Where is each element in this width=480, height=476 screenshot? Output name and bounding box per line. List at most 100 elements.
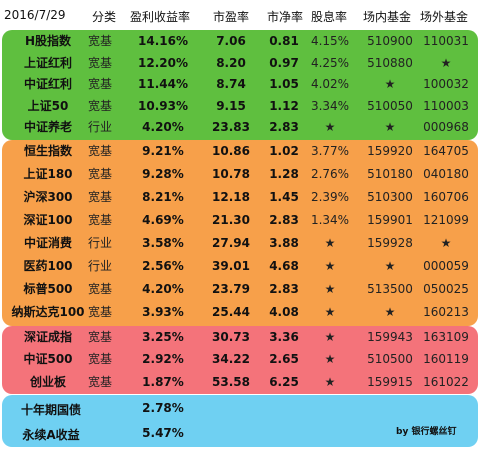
index-name: H股指数	[24, 34, 72, 48]
index-name: 上证50	[27, 98, 69, 113]
dividend-cell: ★	[324, 120, 336, 135]
group-orange-block	[2, 140, 478, 326]
exchange-fund-cell: 510880	[367, 55, 413, 70]
dividend-cell: 2.76%	[310, 167, 350, 181]
index-name: 中证红利	[23, 77, 72, 92]
earnings-yield-cell: 11.44%	[138, 77, 188, 92]
category-cell: 行业	[88, 259, 113, 273]
dividend-cell: ★	[324, 259, 336, 273]
table-row: 中证养老 行业 4.20% 23.83 2.83 ★ ★ 000968	[0, 117, 480, 139]
dividend-cell: 3.34%	[310, 98, 350, 113]
table-row: 上证50 宽基 10.93% 9.15 1.12 3.34% 510050 110003	[0, 96, 480, 118]
index-name: 沪深300	[23, 190, 73, 204]
earnings-yield-cell: 10.93%	[138, 98, 188, 113]
pe-cell: 25.44	[212, 305, 250, 319]
earnings-yield-cell: 2.56%	[142, 259, 184, 273]
exchange-fund-cell: 510180	[367, 167, 413, 181]
pe-cell: 9.15	[216, 98, 246, 113]
table-header: 2016/7/29 分类 盈利收益率 市盈率 市净率 股息率 场内基金 场外基金	[0, 0, 480, 30]
pe-cell: 23.83	[212, 120, 250, 135]
pb-cell: 2.83	[269, 120, 299, 135]
header-date: 2016/7/29	[4, 8, 66, 22]
table-row: 深证成指 宽基 3.25% 30.73 3.36 ★ 159943 163109	[0, 326, 480, 348]
category-cell: 宽基	[88, 167, 113, 181]
dividend-cell: 3.77%	[310, 144, 350, 158]
dividend-cell: ★	[324, 236, 336, 250]
pb-cell: 3.36	[269, 330, 299, 344]
dividend-cell: 2.39%	[310, 190, 350, 204]
pe-cell: 10.86	[212, 144, 250, 158]
earnings-yield-cell: 14.16%	[138, 34, 188, 48]
table-row: 中证消费 行业 3.58% 27.94 3.88 ★ 159928 ★	[0, 232, 480, 255]
yuebao-value: 5.47%	[142, 426, 184, 440]
earnings-yield-cell: 3.25%	[142, 330, 184, 344]
exchange-fund-cell: 510050	[367, 98, 413, 113]
table-row: 深证100 宽基 4.69% 21.30 2.83 1.34% 159901 121099	[0, 209, 480, 232]
table-row: 医药100 行业 2.56% 39.01 4.68 ★ ★ 000059	[0, 255, 480, 278]
category-cell: 宽基	[88, 77, 113, 92]
pb-cell: 4.08	[269, 305, 299, 319]
exchange-fund-cell: 510500	[367, 352, 413, 367]
header-earnings-yield: 盈利收益率	[130, 10, 191, 24]
pb-cell: 3.88	[269, 236, 299, 250]
pb-cell: 1.02	[269, 144, 299, 158]
table-row: 创业板 宽基 1.87% 53.58 6.25 ★ 159915 161022	[0, 371, 480, 393]
pb-cell: 1.05	[269, 77, 299, 92]
header-exchange-fund: 场内基金	[363, 10, 412, 24]
otc-fund-cell: 000968	[423, 120, 469, 135]
otc-fund-cell: 160119	[423, 352, 469, 367]
category-cell: 宽基	[88, 282, 113, 296]
dividend-cell: ★	[324, 374, 336, 389]
pb-cell: 1.28	[269, 167, 299, 181]
dividend-cell: 4.25%	[310, 55, 350, 70]
pb-cell: 0.97	[269, 55, 299, 70]
dividend-cell: 4.02%	[310, 77, 350, 92]
pe-cell: 53.58	[212, 374, 250, 389]
dividend-cell: 1.34%	[310, 213, 350, 227]
table-row: 中证红利 宽基 11.44% 8.74 1.05 4.02% ★ 100032	[0, 74, 480, 96]
index-name: 中证养老	[23, 120, 72, 135]
otc-fund-cell: ★	[440, 55, 452, 70]
earnings-yield-cell: 3.58%	[142, 236, 184, 250]
earnings-yield-cell: 9.28%	[142, 167, 184, 181]
dividend-cell: ★	[324, 282, 336, 296]
index-name: 上证180	[23, 167, 73, 181]
otc-fund-cell: 110003	[423, 98, 469, 113]
header-otc-fund: 场外基金	[420, 10, 469, 24]
bond-yield-value: 2.78%	[142, 401, 184, 415]
dividend-cell: ★	[324, 352, 336, 367]
otc-fund-cell: 161022	[423, 374, 469, 389]
earnings-yield-cell: 1.87%	[142, 374, 184, 389]
pe-cell: 8.74	[216, 77, 246, 92]
otc-fund-cell: 160213	[423, 305, 469, 319]
category-cell: 宽基	[88, 55, 113, 70]
category-cell: 行业	[88, 236, 113, 250]
category-cell: 宽基	[88, 34, 113, 48]
table-row: H股指数 宽基 14.16% 7.06 0.81 4.15% 510900 110031	[0, 31, 480, 53]
pb-cell: 2.83	[269, 213, 299, 227]
table-row: 中证500 宽基 2.92% 34.22 2.65 ★ 510500 160119	[0, 348, 480, 370]
index-name: 中证消费	[23, 236, 72, 250]
exchange-fund-cell: 159915	[367, 374, 413, 389]
exchange-fund-cell: 159928	[367, 236, 413, 250]
category-cell: 宽基	[88, 144, 113, 158]
category-cell: 宽基	[88, 190, 113, 204]
otc-fund-cell: 000059	[423, 259, 469, 273]
otc-fund-cell: ★	[440, 236, 452, 250]
earnings-yield-cell: 8.21%	[142, 190, 184, 204]
earnings-yield-cell: 4.69%	[142, 213, 184, 227]
otc-fund-cell: 164705	[423, 144, 469, 158]
otc-fund-cell: 160706	[423, 190, 469, 204]
index-name: 创业板	[29, 374, 66, 389]
earnings-yield-cell: 4.20%	[142, 282, 184, 296]
exchange-fund-cell: ★	[384, 120, 396, 135]
category-cell: 宽基	[88, 352, 113, 367]
exchange-fund-cell: 510900	[367, 34, 413, 48]
earnings-yield-cell: 2.92%	[142, 352, 184, 367]
earnings-yield-cell: 9.21%	[142, 144, 184, 158]
pe-cell: 30.73	[212, 330, 250, 344]
bond-yield-label: 十年期国债	[20, 403, 81, 417]
pb-cell: 1.12	[269, 98, 299, 113]
otc-fund-cell: 110031	[423, 34, 469, 48]
index-name: 上证红利	[23, 55, 72, 70]
